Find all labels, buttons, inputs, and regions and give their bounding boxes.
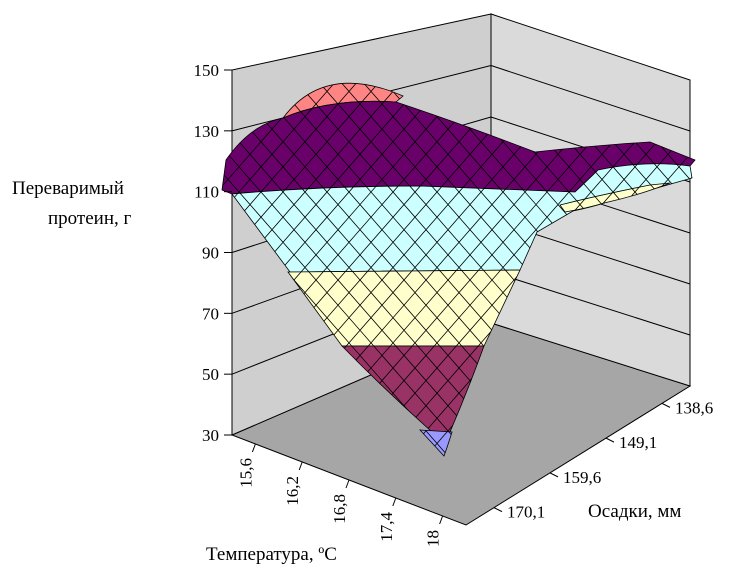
mesh-line <box>700 40 730 520</box>
x-tick-mark <box>439 515 444 525</box>
y-tick-label: 138,6 <box>675 398 713 417</box>
mesh-line <box>0 40 108 520</box>
mesh-line <box>0 40 174 520</box>
z-tick-label: 30 <box>202 426 219 445</box>
mesh-line <box>0 40 86 520</box>
mesh-line <box>0 40 108 520</box>
mesh-line <box>222 83 351 456</box>
y-tick-mark <box>605 437 615 443</box>
mesh-line <box>222 83 417 456</box>
gridline-back-50 <box>490 271 691 336</box>
gridline-back-130 <box>490 65 691 132</box>
mesh-line <box>0 40 218 520</box>
x-tick-label: 16,8 <box>330 494 349 524</box>
mesh-line <box>222 83 373 456</box>
zlabel-line-2: протеин, г <box>48 208 131 229</box>
mesh-line <box>222 83 263 456</box>
y-tick-mark <box>549 472 559 478</box>
mesh-line <box>0 40 64 520</box>
mesh-line <box>0 40 218 520</box>
mesh-line <box>0 40 130 520</box>
mesh-line <box>0 40 64 520</box>
mesh-line <box>0 40 42 520</box>
x-tick-mark <box>298 461 303 471</box>
x-tick-mark <box>251 443 256 453</box>
z-tick-label: 130 <box>194 122 220 141</box>
mesh-line <box>0 40 86 520</box>
mesh-line <box>0 40 196 520</box>
xlabel: Температура, ºС <box>206 544 337 565</box>
mesh-line <box>0 40 130 520</box>
x-tick-label: 17,4 <box>377 512 396 542</box>
mesh-line <box>0 40 42 520</box>
x-tick-label: 16,2 <box>283 476 302 506</box>
mesh-line <box>222 83 263 456</box>
y-tick-label: 159,6 <box>563 468 601 487</box>
surface-band-30-50 <box>419 429 453 457</box>
surface-band-90-110-shelf <box>559 182 671 213</box>
mesh-line <box>222 83 395 456</box>
y-tick-mark <box>661 402 671 408</box>
x-tick-mark <box>392 497 397 507</box>
axis-tick-labels: 30 50 70 90 110 130 150 15,6 16,2 16,8 17,4 18 170,1… <box>194 61 714 547</box>
mesh-line <box>222 83 241 456</box>
mesh-line <box>700 40 730 520</box>
y-tick-label: 149,1 <box>619 433 657 452</box>
ylabel: Осадки, мм <box>588 501 681 522</box>
mesh-line <box>222 83 505 456</box>
z-tick-label: 90 <box>202 244 219 263</box>
mesh-line <box>0 40 196 520</box>
y-tick-mark <box>493 507 503 513</box>
mesh-line <box>722 40 730 520</box>
mesh-line <box>0 40 174 520</box>
y-tick-label: 170,1 <box>507 503 545 522</box>
mesh-line <box>0 40 20 520</box>
z-tick-label: 70 <box>202 304 219 323</box>
z-tick-label: 110 <box>194 183 219 202</box>
mesh-line <box>0 40 152 520</box>
z-tick-label: 150 <box>194 61 220 80</box>
mesh-line <box>222 83 241 456</box>
z-tick-label: 50 <box>202 365 219 384</box>
x-tick-label: 15,6 <box>236 458 255 488</box>
x-tick-mark <box>345 479 350 489</box>
zlabel-line-1: Переваримый <box>12 178 124 199</box>
x-tick-label: 18 <box>424 530 443 547</box>
axis-ticks <box>224 69 671 525</box>
mesh-line <box>722 40 730 520</box>
mesh-line <box>0 40 20 520</box>
mesh-line <box>0 40 152 520</box>
